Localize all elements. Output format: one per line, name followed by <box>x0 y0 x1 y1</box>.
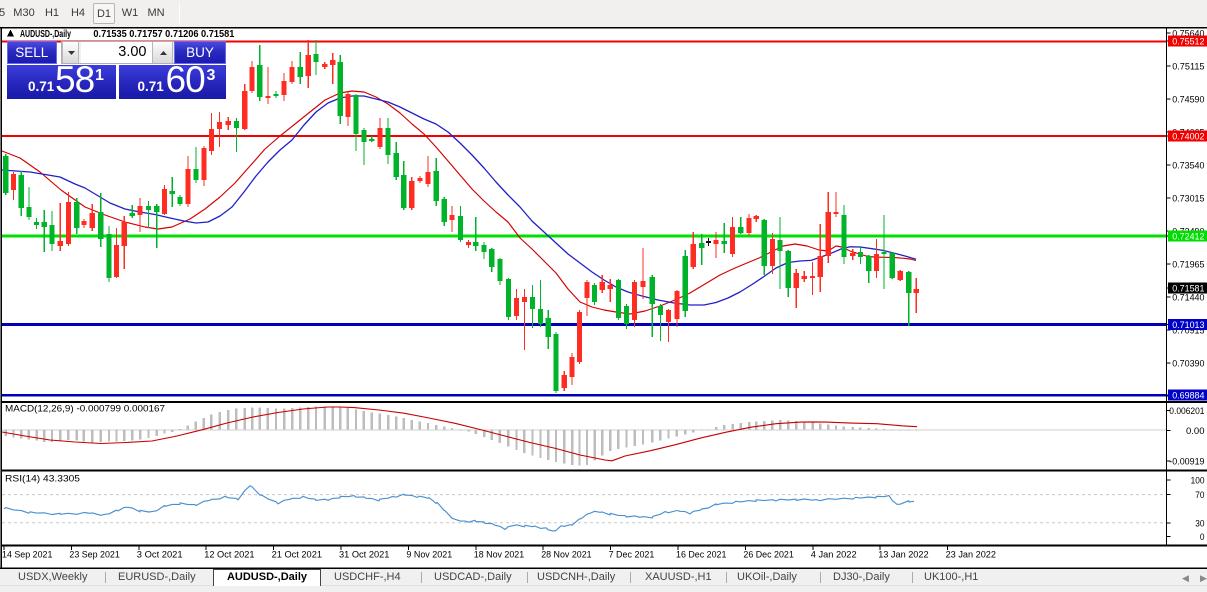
svg-text:26 Dec 2021: 26 Dec 2021 <box>743 550 793 561</box>
svg-text:0.70915: 0.70915 <box>1172 326 1204 337</box>
svg-text:31 Oct 2021: 31 Oct 2021 <box>339 550 389 561</box>
svg-text:0.73015: 0.73015 <box>1172 194 1204 205</box>
svg-text:0.71965: 0.71965 <box>1172 260 1204 271</box>
svg-text:MACD(12,26,9) -0.000799 0.0001: MACD(12,26,9) -0.000799 0.000167 <box>5 404 165 415</box>
svg-text:0.71581: 0.71581 <box>1172 284 1204 295</box>
svg-text:0.71440: 0.71440 <box>1172 293 1204 304</box>
svg-text:23 Jan 2022: 23 Jan 2022 <box>946 550 996 561</box>
svg-text:0.75512: 0.75512 <box>1172 37 1204 48</box>
svg-text:RSI(14) 43.3305: RSI(14) 43.3305 <box>5 474 80 485</box>
svg-text:100: 100 <box>1191 476 1205 487</box>
svg-text:0.74590: 0.74590 <box>1172 95 1204 106</box>
svg-text:0.69884: 0.69884 <box>1172 391 1204 402</box>
svg-text:0.006201: 0.006201 <box>1169 406 1204 417</box>
svg-text:AUDUSD-,Daily: AUDUSD-,Daily <box>20 29 71 40</box>
svg-text:7 Dec 2021: 7 Dec 2021 <box>609 550 655 561</box>
svg-text:0.72412: 0.72412 <box>1172 232 1204 243</box>
svg-text:3 Oct 2021: 3 Oct 2021 <box>137 550 183 561</box>
svg-text:-0.00919: -0.00919 <box>1169 456 1204 467</box>
svg-text:16 Dec 2021: 16 Dec 2021 <box>676 550 726 561</box>
svg-text:0.70390: 0.70390 <box>1172 359 1204 370</box>
svg-text:0.75640: 0.75640 <box>1172 29 1204 40</box>
svg-text:0.74002: 0.74002 <box>1172 132 1204 143</box>
svg-text:23 Sep 2021: 23 Sep 2021 <box>69 550 119 561</box>
svg-text:4 Jan 2022: 4 Jan 2022 <box>811 550 857 561</box>
svg-text:9 Nov 2021: 9 Nov 2021 <box>406 550 452 561</box>
svg-text:0.73540: 0.73540 <box>1172 161 1204 172</box>
svg-text:0.71013: 0.71013 <box>1172 320 1204 331</box>
svg-text:30: 30 <box>1195 518 1204 529</box>
svg-text:0.00: 0.00 <box>1186 426 1205 437</box>
svg-text:14 Sep 2021: 14 Sep 2021 <box>2 550 52 561</box>
svg-text:18 Nov 2021: 18 Nov 2021 <box>474 550 524 561</box>
svg-text:0: 0 <box>1200 532 1205 543</box>
svg-text:28 Nov 2021: 28 Nov 2021 <box>541 550 591 561</box>
svg-text:0.71535 0.71757 0.71206 0.7158: 0.71535 0.71757 0.71206 0.71581 <box>93 29 234 40</box>
svg-text:21 Oct 2021: 21 Oct 2021 <box>272 550 322 561</box>
svg-text:13 Jan 2022: 13 Jan 2022 <box>878 550 928 561</box>
svg-text:70: 70 <box>1195 490 1204 501</box>
svg-text:0.75115: 0.75115 <box>1172 62 1204 73</box>
svg-text:12 Oct 2021: 12 Oct 2021 <box>204 550 254 561</box>
